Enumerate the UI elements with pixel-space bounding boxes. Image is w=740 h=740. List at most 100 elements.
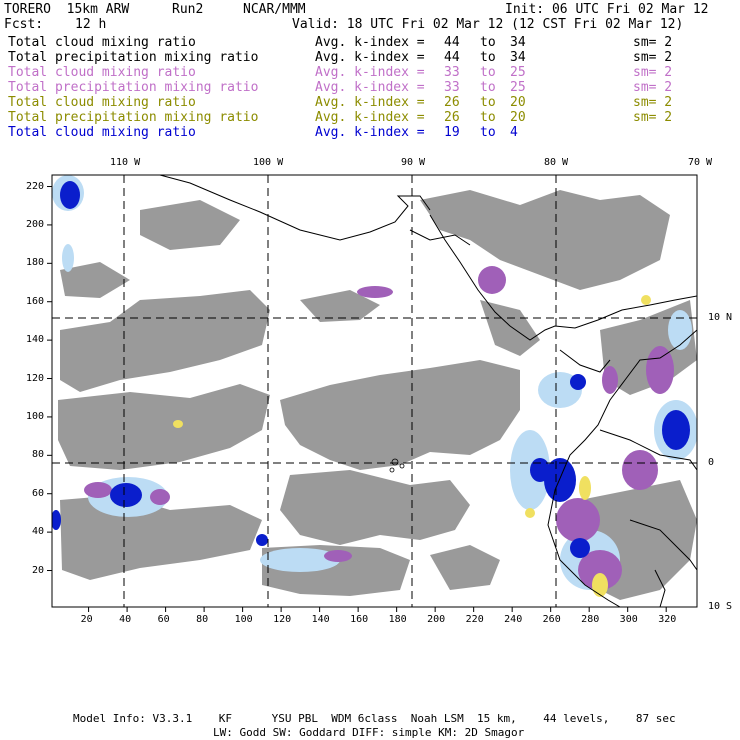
legend-k-to: 20 <box>510 110 526 125</box>
y-tick-label: 60 <box>32 487 45 499</box>
blue-areas <box>52 181 690 558</box>
legend-field: Total precipitation mixing ratio <box>8 110 259 125</box>
lon-label-70w: 70 W <box>688 157 713 168</box>
x-tick-label: 280 <box>581 614 600 625</box>
legend-field: Total precipitation mixing ratio <box>8 80 259 95</box>
y-tick-label: 100 <box>26 410 45 422</box>
x-tick-label: 240 <box>504 614 523 625</box>
legend-row: Total precipitation mixing ratio Avg. k-i… <box>8 110 728 125</box>
legend-to: to <box>480 80 496 95</box>
lat-label-10s: 10 S <box>708 601 733 612</box>
forecast-label: Fcst: <box>4 17 44 32</box>
legend-kindex-label: Avg. k-index = <box>315 110 425 125</box>
purple-areas <box>84 266 674 590</box>
init-time: Init: 06 UTC Fri 02 Mar 12 <box>505 2 709 17</box>
x-tick-label: 320 <box>658 614 677 625</box>
legend-k-from: 33 <box>444 65 460 80</box>
model-title: TORERO 15km ARW <box>4 2 130 17</box>
legend-to: to <box>480 65 496 80</box>
legend-sm: sm= 2 <box>633 95 673 110</box>
valid-time: Valid: 18 UTC Fri 02 Mar 12 (12 CST Fri … <box>292 17 684 32</box>
x-tick-label: 180 <box>388 614 407 625</box>
legend-k-from: 19 <box>444 125 460 140</box>
legend-to: to <box>480 125 496 140</box>
legend-kindex-label: Avg. k-index = <box>315 35 425 50</box>
run-label: Run2 <box>172 2 204 17</box>
x-tick-label: 160 <box>350 614 369 625</box>
legend-field: Total cloud mixing ratio <box>8 35 196 50</box>
y-tick-marks <box>47 186 52 572</box>
physics-info: LW: Godd SW: Goddard DIFF: simple KM: 2D… <box>213 726 525 739</box>
forecast-hour: 12 h <box>75 17 107 32</box>
legend-field: Total cloud mixing ratio <box>8 65 196 80</box>
x-tick-label: 220 <box>465 614 484 625</box>
y-tick-label: 160 <box>26 295 45 307</box>
x-tick-label: 200 <box>427 614 446 625</box>
legend-k-to: 25 <box>510 65 526 80</box>
legend-sm: sm= 2 <box>633 80 673 95</box>
x-tick-label: 100 <box>234 614 253 625</box>
y-tick-label: 200 <box>26 218 45 230</box>
lat-label-0: 0 <box>708 457 715 468</box>
legend-field: Total precipitation mixing ratio <box>8 50 259 65</box>
x-tick-label: 20 <box>80 614 93 625</box>
legend-k-from: 26 <box>444 95 460 110</box>
x-tick-label: 40 <box>119 614 132 625</box>
x-tick-marks <box>88 607 667 612</box>
legend-sm: sm= 2 <box>633 65 673 80</box>
lon-label-90w: 90 W <box>401 157 426 168</box>
legend-field: Total cloud mixing ratio <box>8 125 196 140</box>
legend-to: to <box>480 50 496 65</box>
y-tick-label: 40 <box>32 526 45 538</box>
legend-k-from: 44 <box>444 50 460 65</box>
cloud-field <box>52 175 697 607</box>
lon-label-110w: 110 W <box>110 157 141 168</box>
legend-k-to: 20 <box>510 95 526 110</box>
model-info: Model Info: V3.3.1 KF YSU PBL WDM 6class… <box>73 712 676 725</box>
legend-kindex-label: Avg. k-index = <box>315 65 425 80</box>
y-tick-label: 180 <box>26 257 45 269</box>
x-tick-label: 140 <box>311 614 330 625</box>
y-tick-label: 220 <box>26 180 45 192</box>
x-tick-label: 60 <box>157 614 170 625</box>
legend-row: Total precipitation mixing ratio Avg. k-i… <box>8 50 728 65</box>
y-tick-label: 120 <box>26 372 45 384</box>
x-tick-label: 300 <box>619 614 638 625</box>
legend-row: Total cloud mixing ratio Avg. k-index = 26… <box>8 95 728 110</box>
x-tick-label: 120 <box>273 614 292 625</box>
legend-row: Total cloud mixing ratio Avg. k-index = 44… <box>8 35 728 50</box>
map-frame <box>51 174 698 608</box>
legend-sm: sm= 2 <box>633 110 673 125</box>
legend-to: to <box>480 35 496 50</box>
legend-k-to: 34 <box>510 50 526 65</box>
institution-label: NCAR/MMM <box>243 2 306 17</box>
legend-k-to: 4 <box>510 125 518 140</box>
legend-row: Total cloud mixing ratio Avg. k-index = 19… <box>8 125 728 140</box>
lon-label-80w: 80 W <box>544 157 569 168</box>
legend-sm: sm= 2 <box>633 50 673 65</box>
legend-row: Total cloud mixing ratio Avg. k-index = 33… <box>8 65 728 80</box>
legend-kindex-label: Avg. k-index = <box>315 125 425 140</box>
x-tick-label: 80 <box>196 614 209 625</box>
y-tick-label: 80 <box>32 449 45 461</box>
legend-kindex-label: Avg. k-index = <box>315 50 425 65</box>
legend-row: Total precipitation mixing ratio Avg. k-i… <box>8 80 728 95</box>
legend-k-to: 25 <box>510 80 526 95</box>
legend-to: to <box>480 110 496 125</box>
legend-k-from: 44 <box>444 35 460 50</box>
coastlines <box>159 175 697 607</box>
lat-label-10n: 10 N <box>708 312 733 323</box>
legend-kindex-label: Avg. k-index = <box>315 95 425 110</box>
legend-field: Total cloud mixing ratio <box>8 95 196 110</box>
legend-kindex-label: Avg. k-index = <box>315 80 425 95</box>
galapagos-islands <box>389 458 405 473</box>
legend-k-to: 34 <box>510 35 526 50</box>
legend-k-from: 26 <box>444 110 460 125</box>
legend-k-from: 33 <box>444 80 460 95</box>
yellow-areas <box>173 295 651 597</box>
x-tick-label: 260 <box>542 614 561 625</box>
lat-lon-grid <box>52 175 697 607</box>
y-tick-label: 20 <box>32 564 45 576</box>
